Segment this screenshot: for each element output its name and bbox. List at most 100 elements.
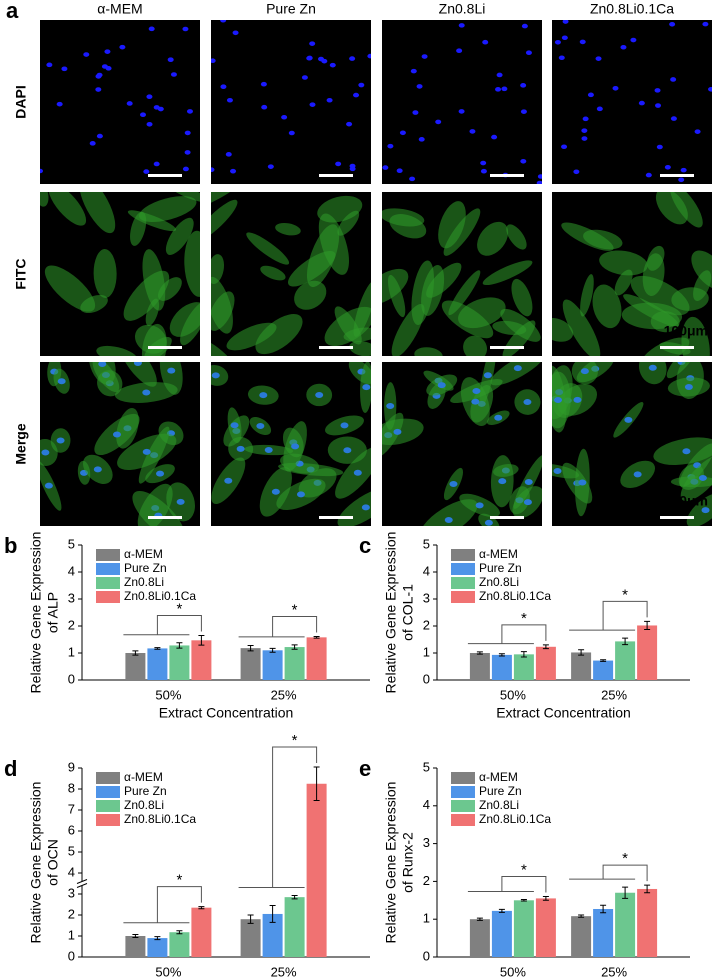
nucleus <box>412 110 419 115</box>
cell <box>324 306 371 347</box>
column-label: Zn0.8Li <box>439 1 486 17</box>
cell <box>180 301 200 346</box>
error-bar <box>498 908 505 913</box>
nucleus <box>40 168 44 174</box>
y-axis-label: of COL-1 <box>400 584 416 641</box>
nucleus <box>393 428 402 435</box>
nucleus <box>701 507 710 514</box>
bar <box>191 907 212 957</box>
nucleus <box>664 165 671 170</box>
bar <box>615 641 636 680</box>
x-tick-label: 25% <box>271 964 297 979</box>
nucleus <box>418 137 425 142</box>
significance: * <box>622 850 628 867</box>
scale-bar <box>319 346 353 349</box>
bracket <box>156 614 202 635</box>
image-content <box>552 192 712 356</box>
nucleus <box>521 23 528 29</box>
y-tick-label: 5 <box>68 843 75 858</box>
nucleus <box>89 141 96 146</box>
nucleus <box>553 396 562 403</box>
x-tick-label: 50% <box>155 964 181 979</box>
nucleus <box>578 479 587 486</box>
nucleus <box>226 97 233 103</box>
bar <box>284 897 305 957</box>
y-tick-label: 1 <box>423 644 430 659</box>
y-axis-label: Relative Gene Expression <box>28 782 44 944</box>
panel-letter: d <box>4 756 17 781</box>
legend-swatch <box>96 786 120 798</box>
nucleus <box>633 471 642 478</box>
bar <box>147 648 168 680</box>
bar <box>535 898 556 957</box>
bar <box>306 637 327 680</box>
nucleus <box>638 100 645 106</box>
nucleus <box>416 84 423 89</box>
bar <box>169 645 190 680</box>
image-content <box>211 192 371 356</box>
cell <box>211 291 235 331</box>
nucleus <box>95 74 102 79</box>
legend-label: α-MEM <box>124 770 163 784</box>
cell <box>511 278 533 317</box>
nucleus <box>146 94 153 100</box>
cell <box>382 208 425 227</box>
nucleus <box>256 423 265 430</box>
nucleus <box>421 54 428 59</box>
legend-swatch <box>451 800 475 812</box>
error-bar <box>247 644 254 652</box>
nucleus <box>561 35 568 41</box>
nucleus <box>520 109 527 114</box>
cell <box>80 294 108 314</box>
cell <box>382 268 409 305</box>
y-axis-label: Relative Gene Expression <box>383 532 399 694</box>
y-tick-label: 3 <box>68 885 75 900</box>
scale-label: 100μm <box>664 493 708 509</box>
nucleus <box>309 41 316 46</box>
nucleus <box>582 116 589 122</box>
scale-bar <box>319 516 353 519</box>
y-tick-label: 6 <box>68 822 75 837</box>
error-bar <box>644 620 651 631</box>
legend-swatch <box>451 591 475 603</box>
y-tick-label: 3 <box>68 590 75 605</box>
y-axis-label: of Runx-2 <box>400 832 416 893</box>
nucleus <box>112 431 121 438</box>
nucleus <box>176 498 185 505</box>
nucleus <box>523 399 532 406</box>
y-tick-label: 0 <box>423 948 430 963</box>
nucleus <box>587 92 594 98</box>
cell <box>349 340 371 356</box>
cell <box>670 192 703 228</box>
nucleus <box>318 56 325 62</box>
nucleus <box>612 85 619 91</box>
nucleus <box>482 39 489 45</box>
nucleus <box>645 172 652 178</box>
bar <box>491 654 512 680</box>
error-bar <box>644 884 651 894</box>
nucleus <box>437 382 446 389</box>
error-bar <box>622 637 629 646</box>
nucleus <box>142 389 151 396</box>
bracket <box>272 746 318 888</box>
cell <box>477 221 509 256</box>
nucleus <box>146 121 153 127</box>
legend-label: Zn0.8Li <box>479 575 519 589</box>
bar <box>615 892 636 957</box>
nucleus <box>153 161 160 167</box>
nucleus <box>225 152 232 157</box>
nucleus <box>156 470 165 477</box>
legend-label: Pure Zn <box>124 561 167 575</box>
nucleus <box>537 174 542 179</box>
nucleus <box>573 169 580 175</box>
nucleus <box>680 167 687 173</box>
legend-swatch <box>96 800 120 812</box>
cell <box>438 201 466 249</box>
y-tick-label: 3 <box>423 590 430 605</box>
significance: * <box>622 586 628 603</box>
error-bar <box>600 904 607 914</box>
row-label: FITC <box>13 258 29 289</box>
nucleus <box>496 72 503 78</box>
nucleus <box>230 168 237 174</box>
nucleus <box>56 437 65 444</box>
